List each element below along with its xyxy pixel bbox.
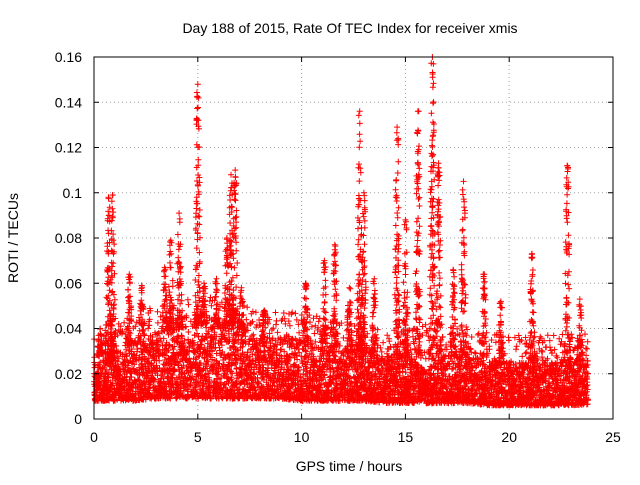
data-point-2224 bbox=[281, 310, 287, 316]
chart-title: Day 188 of 2015, Rate Of TEC Index for r… bbox=[182, 20, 517, 36]
data-point-3412 bbox=[380, 340, 386, 346]
data-point-1910 bbox=[253, 309, 259, 315]
data-point-1370 bbox=[207, 298, 213, 304]
data-point-4889 bbox=[506, 337, 512, 343]
data-point-766 bbox=[155, 320, 161, 326]
data-point-1126 bbox=[185, 329, 191, 335]
data-point-362 bbox=[121, 320, 127, 326]
data-point-1130 bbox=[186, 302, 192, 308]
data-point-4497 bbox=[472, 350, 478, 356]
data-point-2644 bbox=[316, 318, 322, 324]
data-point-2593 bbox=[311, 331, 317, 337]
data-point-2715 bbox=[322, 316, 328, 322]
data-points bbox=[91, 54, 591, 408]
data-point-4978 bbox=[514, 343, 520, 349]
data-point-1793 bbox=[243, 317, 249, 323]
data-point-2936 bbox=[340, 335, 346, 341]
data-point-4971 bbox=[513, 346, 519, 352]
data-point-1390 bbox=[208, 303, 214, 309]
data-point-1122 bbox=[185, 297, 191, 303]
data-point-2160 bbox=[275, 329, 281, 335]
data-point-2363 bbox=[292, 310, 298, 316]
data-point-760 bbox=[155, 309, 161, 315]
data-point-2134 bbox=[273, 310, 279, 316]
data-point-643 bbox=[145, 325, 151, 331]
data-point-776 bbox=[156, 330, 162, 336]
data-point-1804 bbox=[244, 304, 250, 310]
